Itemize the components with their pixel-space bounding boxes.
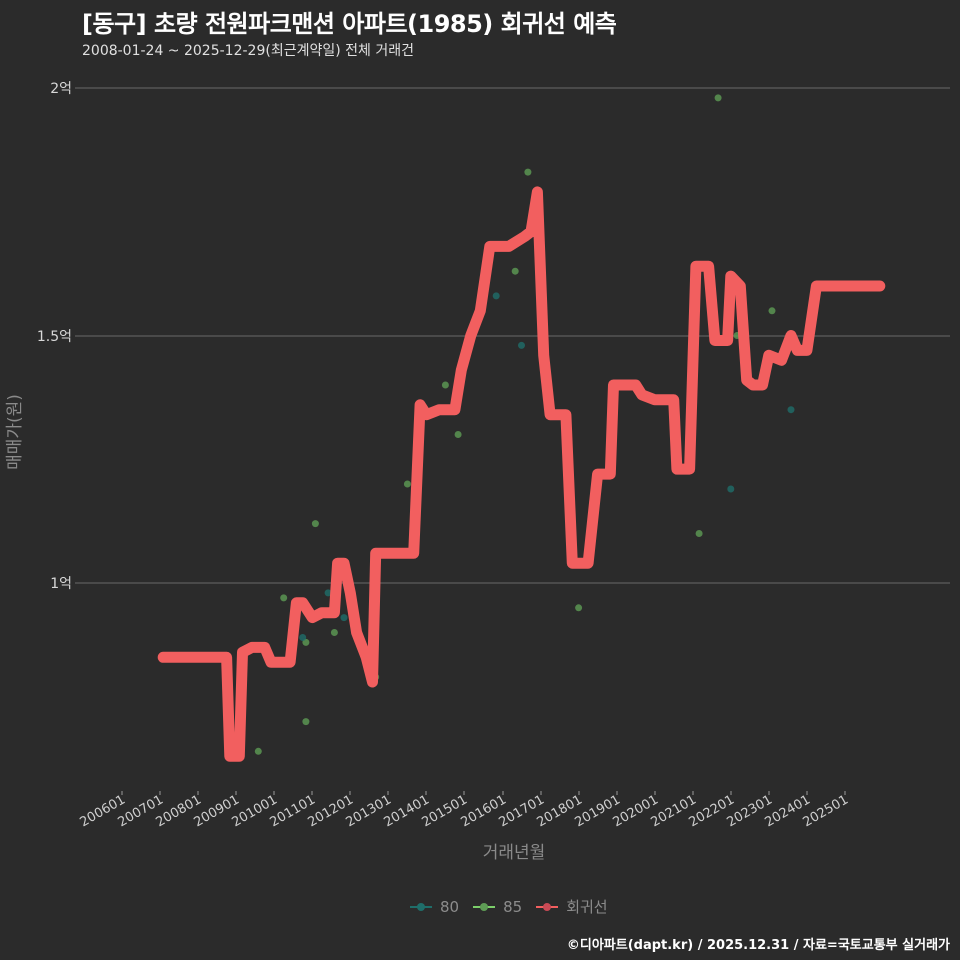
data-point	[302, 718, 310, 726]
data-point	[324, 589, 332, 597]
legend-key-regression-icon	[536, 901, 559, 913]
data-point	[714, 94, 722, 102]
x-axis-title: 거래년월	[483, 843, 546, 863]
data-point	[299, 634, 307, 641]
legend-item-regression: 회귀선	[536, 896, 608, 917]
y-tick-label: 1.5억	[37, 329, 72, 345]
chart-title: [동구] 초량 전원파크맨션 아파트(1985) 회귀선 예측	[82, 10, 617, 38]
y-axis: 2억 1.5억 1억 매매가(원)	[5, 81, 72, 592]
legend-label: 80	[440, 897, 460, 916]
legend-item-80: 80	[410, 898, 459, 916]
x-axis	[121, 791, 846, 795]
chart-subtitle: 2008-01-24 ~ 2025-12-29(최근계약일) 전체 거래건	[82, 43, 414, 59]
data-point	[524, 168, 532, 176]
legend-key-80-icon	[410, 901, 432, 913]
data-point	[575, 604, 583, 612]
data-point	[280, 594, 288, 602]
scatter-points	[254, 94, 795, 755]
y-tick-label: 1억	[50, 576, 72, 592]
legend-key-85-icon	[473, 901, 496, 913]
data-point	[768, 307, 776, 315]
y-gridlines	[75, 87, 950, 584]
data-point	[787, 406, 795, 414]
legend-label: 회귀선	[566, 898, 608, 916]
data-point	[330, 629, 338, 636]
data-point	[311, 520, 319, 528]
regression-line	[157, 186, 886, 762]
data-point	[511, 267, 519, 275]
data-point	[441, 381, 449, 389]
data-point	[403, 480, 411, 488]
footer-credit: ©디아파트(dapt.kr) / 2025.12.31 / 자료=국토교통부 실…	[566, 938, 950, 953]
y-axis-title: 매매가(원)	[5, 394, 25, 470]
data-point	[340, 614, 348, 622]
legend-item-85: 85	[473, 898, 522, 916]
legend: 80 85 회귀선	[410, 896, 614, 917]
data-point	[727, 485, 735, 493]
x-tick-labels: 200601 200701 200801 200901 201001 20110…	[78, 792, 851, 863]
y-tick-label: 2억	[50, 81, 72, 97]
data-point	[518, 341, 525, 349]
data-point	[454, 431, 462, 438]
data-point	[695, 530, 703, 537]
data-point	[254, 747, 262, 755]
data-point	[492, 292, 500, 300]
legend-label: 85	[503, 897, 523, 916]
